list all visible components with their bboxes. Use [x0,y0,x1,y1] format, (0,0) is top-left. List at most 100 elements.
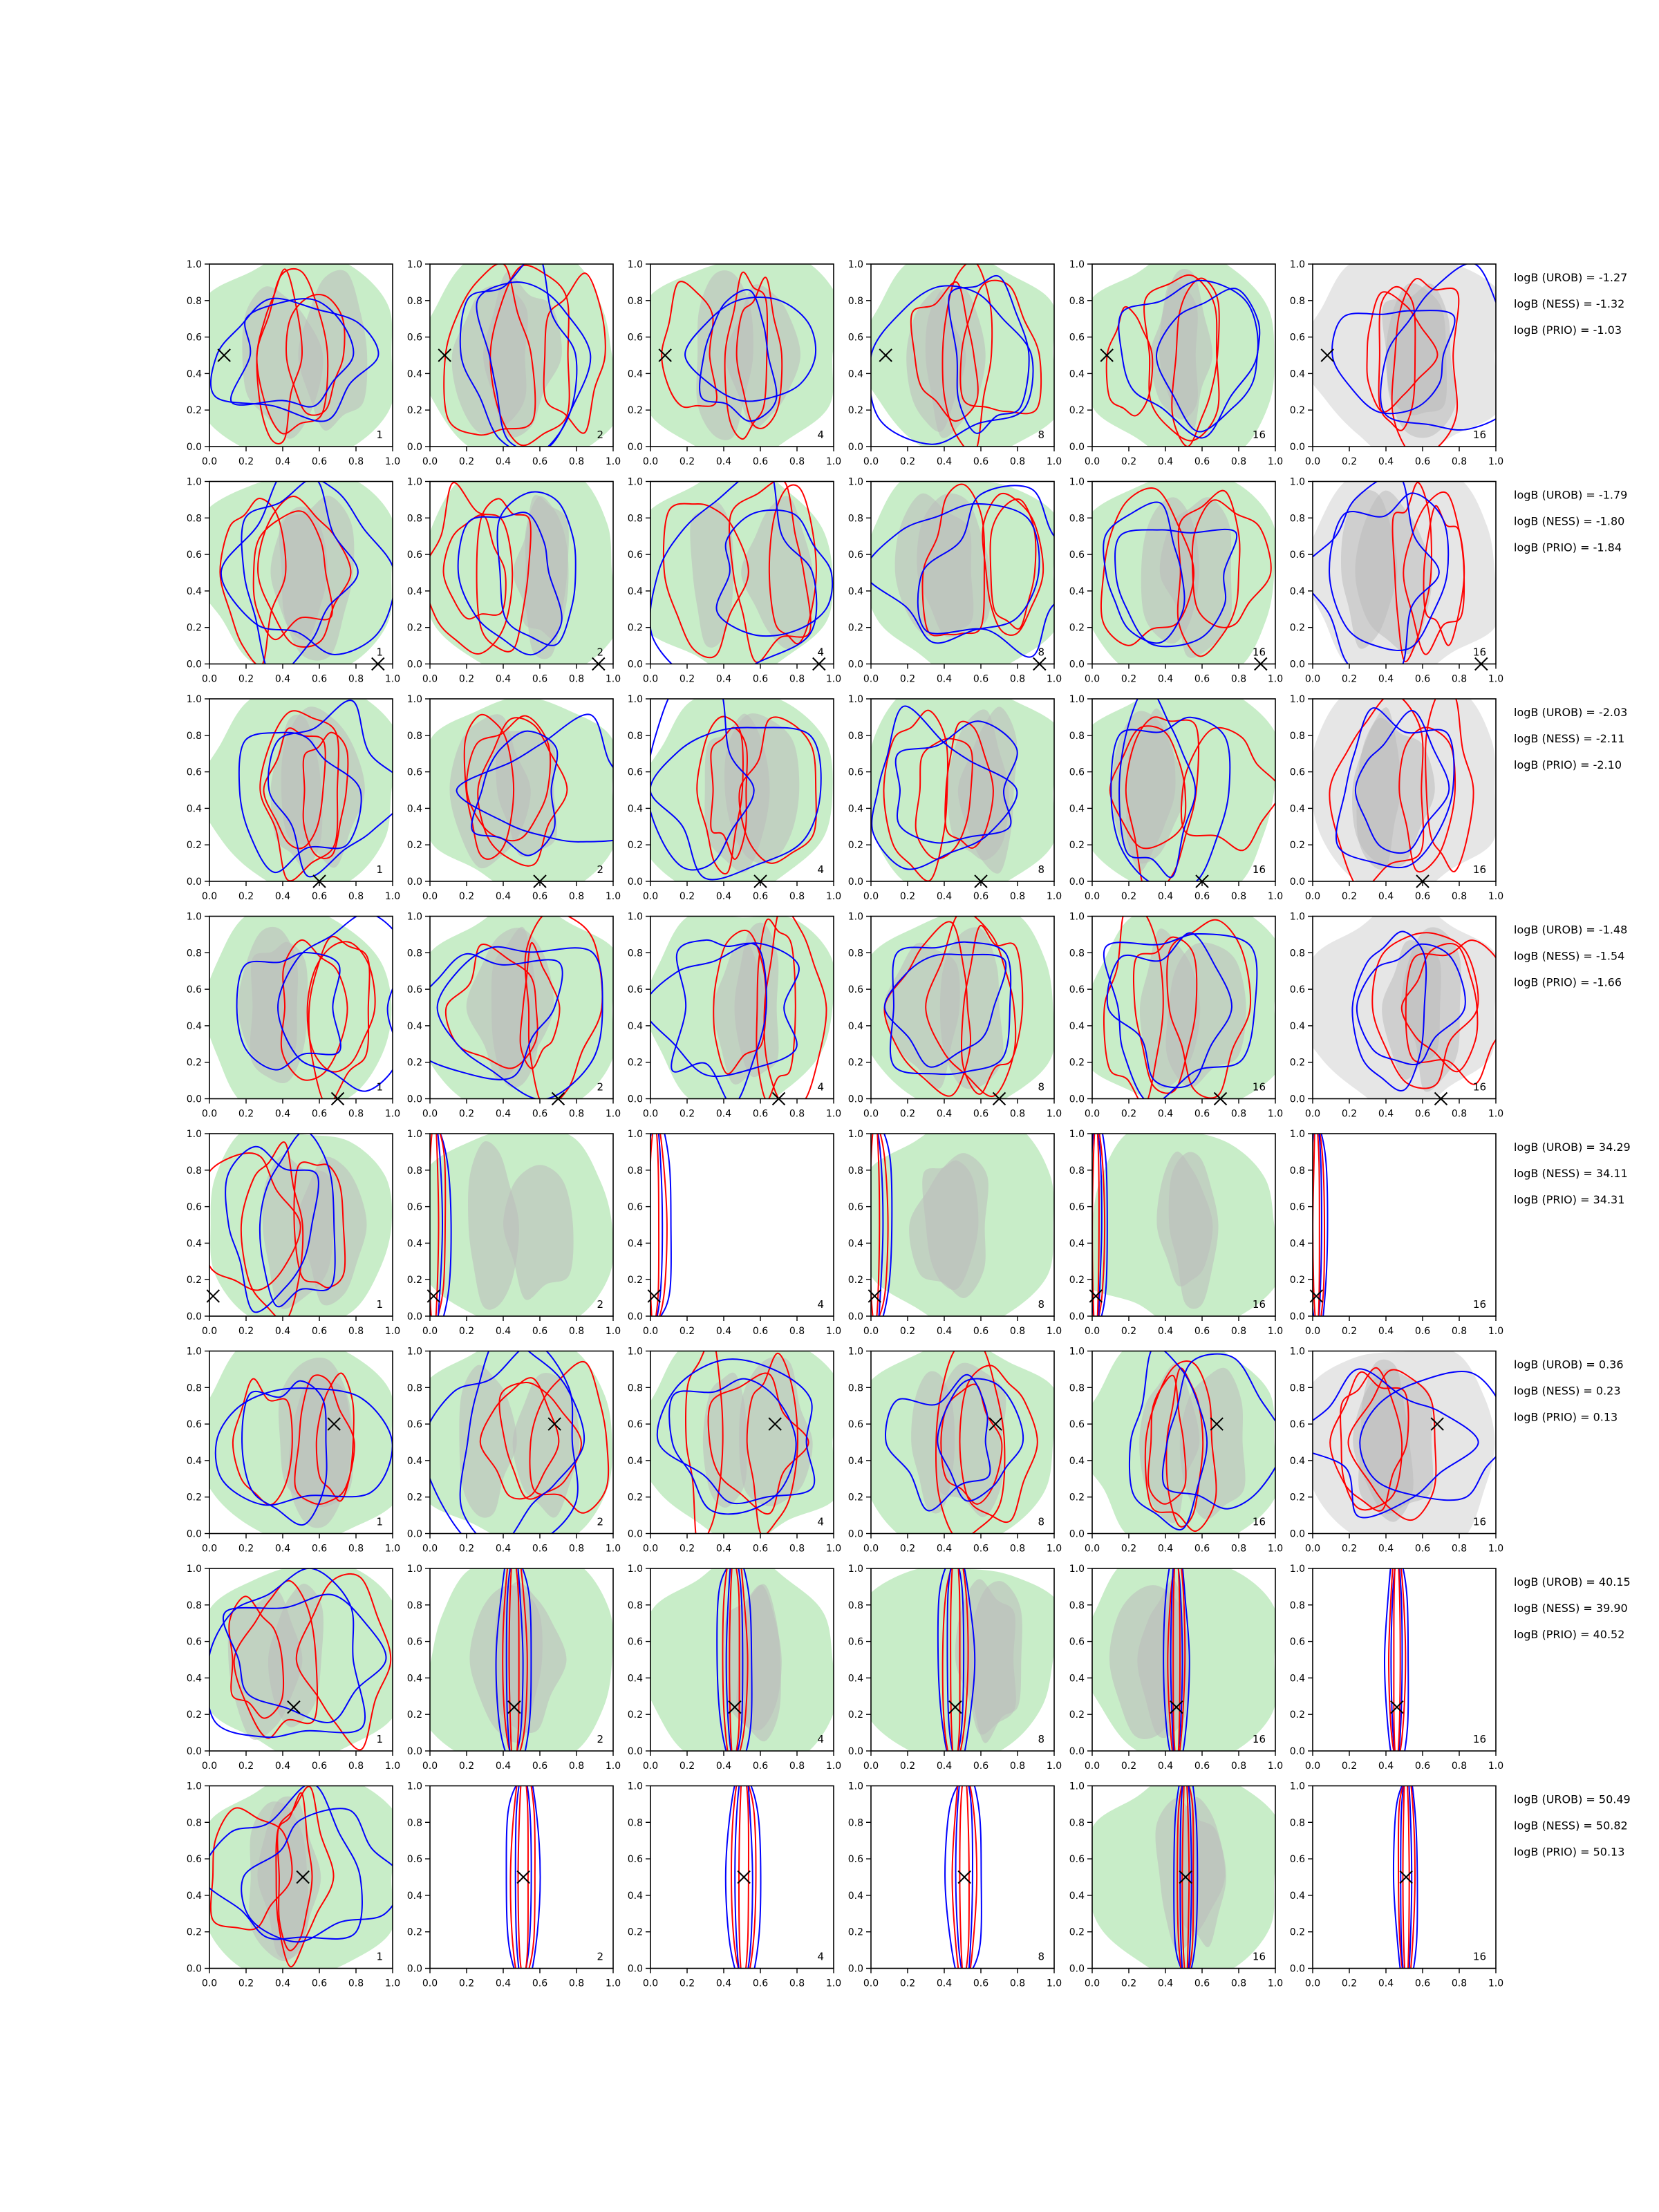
panel-label: 16 [1253,1951,1266,1963]
blue-contour [684,297,817,402]
panel-r6-c2: 0.0 0.2 0.4 0.6 0.8 1.0 0.0 0.2 0.4 0.6 0.8 1.0 2 [407,1347,621,1555]
true-parameter-marker [1430,1417,1444,1431]
red-contour [941,264,993,447]
x-tick-label: 0.6 [1415,1326,1430,1337]
x-tick-label: 0.2 [679,1761,695,1772]
x-tick-label: 0.4 [716,891,731,902]
true-parameter-marker [206,1289,221,1303]
y-tick-label: 1.0 [407,477,422,488]
y-tick-label: 0.4 [187,1238,202,1249]
x-tick-label: 0.4 [1158,674,1173,685]
y-tick-label: 1.0 [1069,1781,1085,1792]
x-tick-label: 0.8 [789,1326,805,1337]
y-tick-label: 0.8 [628,1165,643,1177]
x-tick-label: 1.0 [606,1761,621,1772]
y-tick-label: 0.2 [187,1058,202,1069]
red-contour [294,1374,355,1505]
red-contour [730,1785,757,1969]
y-tick-label: 0.4 [407,1021,422,1032]
blue-contour [436,946,603,1099]
y-tick-label: 0.0 [1290,1311,1305,1322]
logb-annotation: logB (UROB) = -1.27 [1514,271,1627,284]
red-contour [293,1161,346,1288]
red-contour [696,715,744,875]
red-contour [1391,278,1460,447]
y-tick-label: 0.8 [407,1165,422,1177]
y-tick-label: 0.0 [628,1746,643,1757]
red-contour [228,1595,285,1719]
x-tick-label: 0.8 [569,1761,584,1772]
panel-r4-c2: 0.0 0.2 0.4 0.6 0.8 1.0 0.0 0.2 0.4 0.6 0.8 1.0 2 [407,912,621,1120]
blue-contour [1114,528,1238,648]
axes-frame [1091,1785,1276,1969]
y-tick-label: 0.2 [628,1058,643,1069]
x-tick-label: 0.8 [1452,1326,1467,1337]
y-tick-label: 0.0 [187,1529,202,1540]
y-tick-label: 0.0 [628,1311,643,1322]
panel-label: 8 [1038,1733,1044,1745]
blue-contour [236,951,341,1071]
y-tick-label: 1.0 [628,912,643,923]
y-tick-label: 1.0 [1069,477,1085,488]
true-parameter-marker [427,1289,441,1303]
true-parameter-marker [516,1870,530,1884]
y-tick-label: 0.6 [1069,1854,1085,1865]
panel-label: 2 [597,429,603,441]
x-tick-label: 0.6 [312,1326,327,1337]
red-contour [232,1378,293,1506]
blue-contour [1320,1134,1329,1316]
y-tick-label: 0.0 [407,659,422,671]
y-tick-label: 0.4 [187,368,202,379]
x-tick-label: 0.6 [753,1544,768,1555]
panel-r7-c5: 0.0 0.2 0.4 0.6 0.8 1.0 0.0 0.2 0.4 0.6 0.8 1.0 16 [1069,1564,1283,1772]
x-tick-label: 0.6 [312,674,327,685]
panel-label: 4 [817,1516,824,1528]
y-tick-label: 0.2 [187,405,202,416]
y-tick-label: 0.2 [628,840,643,851]
x-tick-label: 0.6 [1415,1544,1430,1555]
red-contour [1109,725,1187,850]
y-tick-label: 0.4 [1069,1021,1085,1032]
x-tick-label: 0.2 [459,1109,474,1120]
red-contour [1092,1134,1106,1316]
y-tick-label: 0.0 [848,1746,863,1757]
density-fill-inner [288,1377,352,1528]
y-tick-label: 1.0 [187,259,202,270]
red-contour [959,1785,970,1969]
blue-contour [1354,710,1450,854]
y-tick-label: 0.8 [1290,296,1305,307]
panel-r3-c3: 0.0 0.2 0.4 0.6 0.8 1.0 0.0 0.2 0.4 0.6 0.8 1.0 4 [628,694,841,902]
y-tick-label: 0.8 [848,1165,863,1177]
y-tick-label: 1.0 [407,912,422,923]
x-tick-label: 0.6 [973,891,988,902]
red-contour [1340,1367,1403,1511]
x-tick-label: 0.4 [937,1761,952,1772]
red-contour [498,1381,582,1500]
axes-frame [429,915,614,1100]
x-tick-label: 1.0 [1268,1109,1283,1120]
blue-contour [456,713,613,843]
x-tick-label: 0.6 [532,456,547,467]
red-contour [1313,1134,1326,1316]
red-contour [724,271,769,440]
axes-frame [429,263,614,447]
x-tick-label: 0.4 [275,1978,290,1989]
x-tick-label: 0.2 [900,1761,915,1772]
blue-contour [1383,1568,1409,1751]
blue-contour [1161,1353,1275,1510]
logb-annotation: logB (PRIO) = -1.66 [1514,976,1622,989]
y-tick-label: 0.2 [848,1275,863,1286]
x-tick-label: 1.0 [385,891,400,902]
x-tick-label: 0.4 [1158,1544,1173,1555]
y-tick-label: 0.8 [187,1600,202,1611]
y-tick-label: 0.0 [187,659,202,671]
logb-annotation: logB (PRIO) = 40.52 [1514,1628,1624,1641]
blue-contour [650,942,800,1078]
x-tick-label: 0.8 [569,1326,584,1337]
axes-frame [1091,263,1276,447]
x-tick-label: 1.0 [826,1761,841,1772]
blue-contour [650,727,822,881]
blue-contour [259,1134,336,1308]
x-tick-label: 0.4 [1158,1978,1173,1989]
